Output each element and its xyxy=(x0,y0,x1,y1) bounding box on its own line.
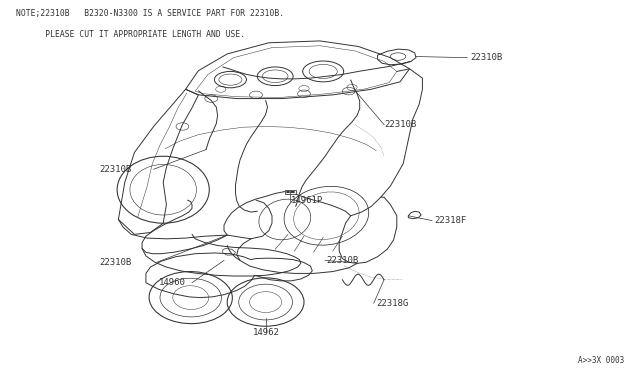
Text: 14960: 14960 xyxy=(159,278,186,287)
Text: 14961P: 14961P xyxy=(291,196,323,205)
Text: 22310B: 22310B xyxy=(384,120,416,129)
Text: 22310B: 22310B xyxy=(99,258,131,267)
Text: 14962: 14962 xyxy=(253,328,280,337)
Text: 22318F: 22318F xyxy=(434,216,466,225)
Text: 22310B: 22310B xyxy=(99,165,131,174)
Text: PLEASE CUT IT APPROPRIATE LENGTH AND USE.: PLEASE CUT IT APPROPRIATE LENGTH AND USE… xyxy=(16,30,245,39)
Text: 22310B: 22310B xyxy=(326,256,358,265)
Text: A>>3X 0003: A>>3X 0003 xyxy=(578,356,624,365)
Text: 22318G: 22318G xyxy=(376,299,408,308)
Text: 22310B: 22310B xyxy=(470,53,502,62)
Text: NOTE;22310B   B2320-N3300 IS A SERVICE PART FOR 22310B.: NOTE;22310B B2320-N3300 IS A SERVICE PAR… xyxy=(16,9,284,18)
